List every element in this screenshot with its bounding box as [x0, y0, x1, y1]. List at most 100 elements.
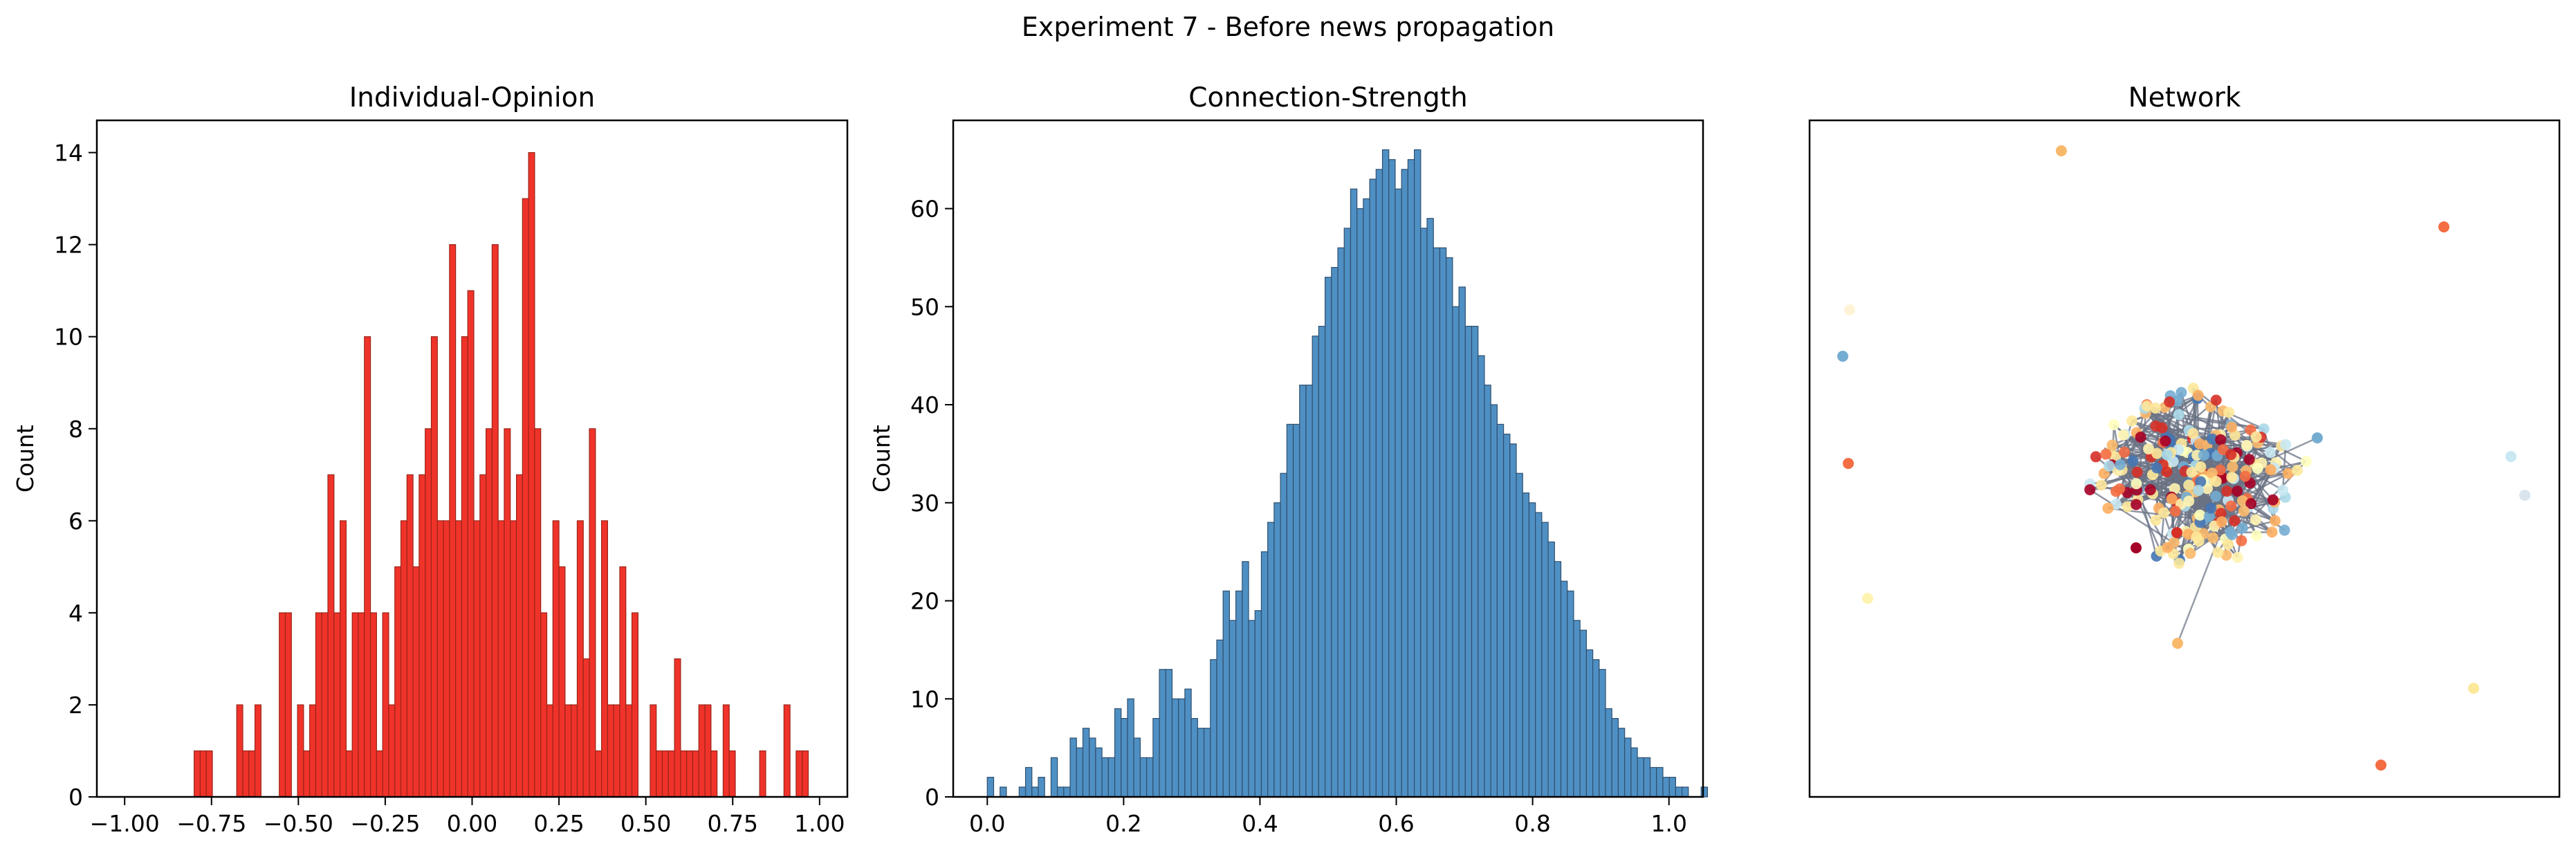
x-tick-label: −0.50: [264, 810, 333, 837]
histogram-bar: [449, 244, 457, 798]
histogram-bar: [1000, 787, 1007, 798]
histogram-bar: [692, 750, 699, 798]
histogram-bar: [1484, 385, 1491, 798]
histogram-bar: [1624, 737, 1632, 798]
plot-frame: [952, 119, 1704, 798]
y-axis-label: Count: [12, 425, 39, 493]
histogram-bar: [1203, 728, 1211, 798]
network-node: [2158, 507, 2170, 519]
y-tick-label: 10: [910, 686, 939, 712]
network-node: [1837, 351, 1848, 362]
network-node: [2202, 483, 2214, 495]
network-node: [2210, 490, 2222, 502]
histogram-bar: [1516, 472, 1523, 798]
histogram-bar: [686, 750, 694, 798]
histogram-bar: [418, 474, 426, 798]
histogram-bar: [759, 750, 766, 798]
y-tick-label: 2: [68, 692, 83, 719]
histogram-bar: [680, 750, 688, 798]
network-node: [2193, 438, 2205, 450]
network-node: [2195, 461, 2207, 472]
histogram-bar: [1458, 286, 1466, 798]
histogram-bar: [1350, 188, 1358, 798]
histogram-bar: [528, 151, 535, 798]
network-node: [2505, 451, 2517, 462]
network-node: [2312, 432, 2323, 443]
histogram-bar: [297, 704, 304, 798]
histogram-bar: [1363, 198, 1370, 798]
network-node: [2279, 524, 2290, 536]
histogram-bar: [1318, 326, 1326, 798]
network-node: [2122, 501, 2133, 513]
histogram-bar: [1018, 787, 1027, 798]
network-node: [2205, 502, 2217, 514]
histogram-bar: [1700, 787, 1709, 798]
histogram-bar: [1190, 718, 1198, 798]
network-node: [2269, 515, 2281, 526]
y-tick-label: 12: [54, 232, 83, 259]
network-node: [2144, 484, 2156, 496]
y-axis-label: Count: [868, 425, 895, 493]
histogram-bar: [1420, 228, 1428, 798]
network-node: [2375, 760, 2386, 771]
network-node: [2210, 394, 2222, 406]
network-node: [2225, 500, 2237, 512]
network-node: [2223, 538, 2234, 550]
x-tick-label: −1.00: [90, 810, 160, 837]
histogram-bar: [698, 704, 706, 798]
histogram-bar: [1050, 757, 1058, 798]
y-tick-label: 8: [68, 416, 83, 443]
histogram-bar: [1668, 777, 1676, 798]
histogram-bar: [284, 612, 292, 798]
panel-title: Network: [2128, 82, 2241, 113]
histogram-bar: [1656, 766, 1664, 798]
panel-title: Individual-Opinion: [349, 82, 596, 113]
histogram-bar: [1407, 159, 1415, 798]
network-node: [2114, 483, 2126, 495]
network-node: [2239, 470, 2251, 482]
network-node: [2173, 409, 2184, 421]
histogram-bar: [364, 336, 371, 798]
network-node: [2210, 475, 2222, 487]
histogram-bar: [340, 520, 347, 798]
network-node: [2243, 454, 2255, 466]
x-tick-label: 1.0: [1650, 810, 1686, 837]
figure-title: Experiment 7 - Before news propagation: [1022, 12, 1554, 42]
network-nodes: [1837, 145, 2530, 771]
histogram-bar: [534, 428, 542, 798]
histogram-bar: [1057, 787, 1065, 798]
network-panel: Network: [1808, 82, 2561, 798]
histogram-bar: [1585, 649, 1594, 798]
network-node: [2206, 467, 2218, 479]
histogram-bar: [1464, 326, 1473, 798]
histogram-bar: [1038, 777, 1045, 798]
network-edge: [2137, 499, 2162, 552]
histogram-bar: [546, 704, 553, 798]
network-node: [2187, 428, 2199, 439]
histogram-bar: [668, 750, 675, 798]
histogram-bar: [661, 750, 669, 798]
histogram-bar: [1496, 423, 1505, 798]
histogram-bar: [619, 566, 627, 798]
histogram-bar: [1433, 247, 1441, 798]
network-node: [2161, 466, 2173, 478]
histogram-bar: [1127, 698, 1134, 798]
histogram-bar: [1509, 443, 1517, 798]
network-node: [2207, 433, 2218, 445]
network-node: [2106, 439, 2118, 451]
histogram-bar: [461, 336, 468, 798]
network-node: [2280, 439, 2292, 450]
network-node: [2160, 435, 2171, 447]
histogram-bar: [558, 566, 566, 798]
network-node: [2215, 508, 2227, 520]
network-node: [2183, 479, 2195, 491]
histogram-bar: [1299, 385, 1307, 798]
network-node: [2220, 549, 2232, 561]
network-node: [2292, 464, 2303, 476]
histogram-bar: [242, 750, 250, 798]
histogram-bar: [1554, 561, 1562, 798]
histogram-bar: [309, 704, 317, 798]
histogram-bar: [1286, 423, 1294, 798]
network-node: [2173, 558, 2185, 569]
x-tick-label: 1.00: [794, 810, 845, 837]
